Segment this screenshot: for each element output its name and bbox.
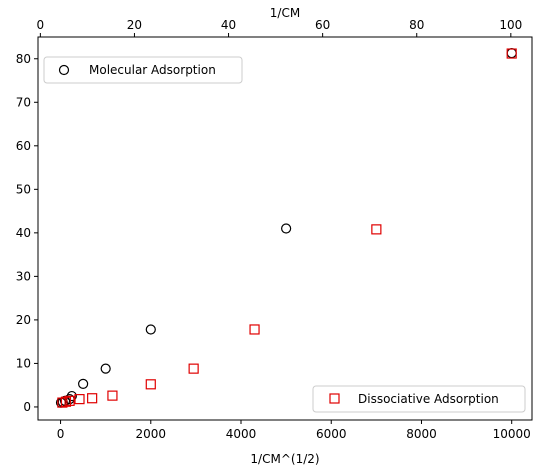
legend-dissociative-label: Dissociative Adsorption [358,392,499,406]
y-tick-label: 70 [16,95,31,109]
molecular-point [78,378,89,389]
bottom-tick-label: 10000 [493,427,531,441]
legend-molecular-label: Molecular Adsorption [89,63,216,77]
y-axis: 0 10 20 30 40 50 60 70 80 [16,52,38,414]
dissociative-point [60,396,72,407]
top-tick-label: 60 [315,18,330,32]
top-tick-label: 40 [221,18,236,32]
y-tick-label: 50 [16,182,31,196]
bottom-tick-label: 6000 [316,427,347,441]
y-tick-label: 60 [16,139,31,153]
plot-area [55,48,517,408]
top-tick-label: 20 [127,18,142,32]
bottom-x-axis: 0 2000 4000 6000 8000 10000 [57,420,531,441]
legend-molecular-frame [43,56,243,84]
molecular-point [145,324,156,335]
top-x-axis: 0 20 40 60 80 100 [37,18,522,37]
dissociative-point [107,390,118,401]
y-tick-label: 10 [16,356,31,370]
bottom-axis-title: 1/CM^(1/2) [250,452,319,466]
dissociative-point [87,393,98,404]
dissociative-point [145,379,156,390]
dissociative-point [74,394,85,405]
top-tick-label: 80 [409,18,424,32]
y-tick-label: 20 [16,313,31,327]
bottom-tick-label: 0 [57,427,65,441]
dissociative-point [371,224,382,235]
dissociative-point [64,395,75,406]
dissociative-point [57,397,68,408]
legend-dissociative-marker [329,393,340,404]
molecular-point [506,48,517,59]
plot-frame [37,36,533,421]
bottom-tick-label: 2000 [136,427,167,441]
y-tick-label: 80 [16,52,31,66]
y-tick-label: 40 [16,226,31,240]
legend-molecular-marker [58,64,70,76]
dissociative-point [249,324,260,335]
legend-dissociative-frame [312,385,526,413]
bottom-tick-label: 4000 [226,427,257,441]
molecular-point [281,223,292,234]
top-axis-title: 1/CM [270,6,300,20]
y-tick-label: 0 [23,400,31,414]
molecular-point [100,363,111,374]
legend-dissociative: Dissociative Adsorption [312,385,526,413]
dissociative-point [506,48,517,59]
bottom-tick-label: 8000 [406,427,437,441]
legend-molecular: Molecular Adsorption [43,56,243,84]
top-tick-label: 0 [37,18,45,32]
y-tick-label: 30 [16,269,31,283]
dissociative-point [188,363,199,374]
top-tick-label: 100 [499,18,522,32]
